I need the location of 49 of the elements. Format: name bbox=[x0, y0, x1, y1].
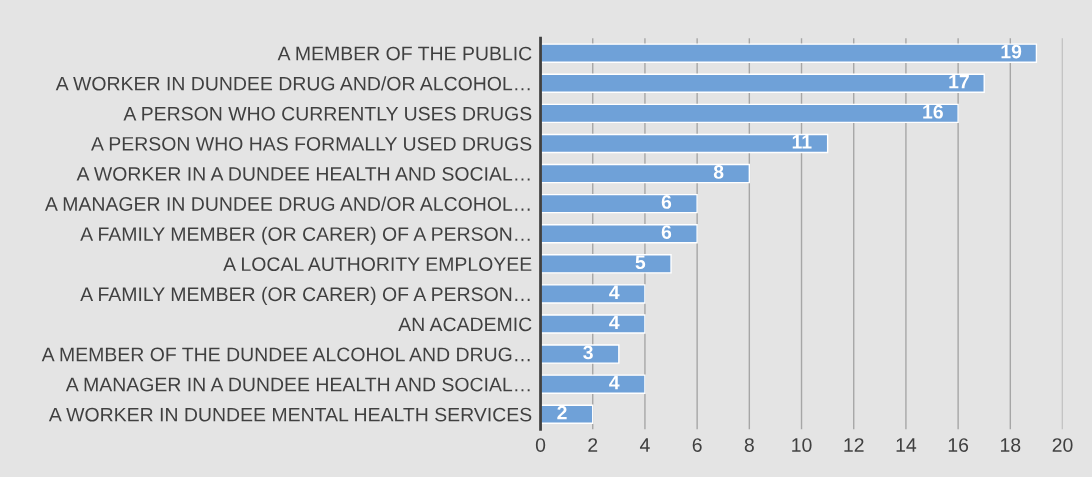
data-label: 4 bbox=[609, 315, 620, 330]
data-label: 16 bbox=[923, 104, 943, 119]
data-label: 17 bbox=[949, 74, 969, 89]
x-tick-label: 8 bbox=[744, 438, 754, 452]
y-tick-label: A PERSON WHO HAS FORMALLY USED DRUGS bbox=[91, 136, 532, 151]
data-label: 5 bbox=[635, 255, 646, 270]
data-label: 11 bbox=[792, 135, 812, 149]
bar bbox=[540, 224, 698, 244]
data-label: 4 bbox=[609, 375, 620, 390]
y-tick-label: A LOCAL AUTHORITY EMPLOYEE bbox=[223, 257, 532, 272]
data-label: 6 bbox=[661, 195, 672, 209]
y-tick-label: A WORKER IN DUNDEE MENTAL HEALTH SERVICES bbox=[48, 407, 532, 422]
bar bbox=[540, 374, 646, 394]
bar bbox=[540, 133, 829, 154]
bar bbox=[540, 344, 620, 364]
y-tick-label: A MANAGER IN A DUNDEE HEALTH AND SOCIAL… bbox=[65, 377, 530, 392]
y-tick-label: A WORKER IN A DUNDEE HEALTH AND SOCIAL… bbox=[76, 167, 530, 181]
y-tick-label: A WORKER IN DUNDEE DRUG AND/OR ALCOHOL… bbox=[55, 76, 530, 91]
bar bbox=[540, 103, 959, 124]
bar bbox=[540, 73, 985, 94]
x-tick-label: 16 bbox=[948, 438, 969, 452]
x-tick-label: 12 bbox=[844, 438, 864, 452]
y-tick-label: AN ACADEMIC bbox=[398, 317, 532, 332]
y-tick-label: A MEMBER OF THE DUNDEE ALCOHOL AND DRUG… bbox=[41, 347, 530, 362]
bar bbox=[540, 314, 646, 334]
y-tick-label: A FAMILY MEMBER (OR CARER) OF A PERSON… bbox=[80, 286, 530, 305]
bar bbox=[540, 254, 672, 274]
bar bbox=[540, 193, 698, 214]
x-tick-label: 6 bbox=[692, 438, 702, 452]
x-tick-label: 20 bbox=[1052, 438, 1073, 452]
data-label: 2 bbox=[557, 405, 567, 420]
data-label: 19 bbox=[1001, 44, 1022, 59]
data-label: 3 bbox=[583, 345, 593, 360]
x-tick-label: 4 bbox=[639, 438, 650, 452]
x-tick-label: 10 bbox=[792, 438, 812, 452]
bar bbox=[540, 163, 751, 184]
data-label: 8 bbox=[713, 165, 724, 179]
data-label: 6 bbox=[661, 225, 672, 239]
x-tick-label: 2 bbox=[588, 438, 598, 452]
data-label: 4 bbox=[609, 285, 620, 299]
x-tick-label: 0 bbox=[535, 438, 546, 452]
y-tick-label: A MEMBER OF THE PUBLIC bbox=[277, 46, 532, 61]
y-tick-label: A MANAGER IN DUNDEE DRUG AND/OR ALCOHOL… bbox=[44, 196, 530, 211]
x-tick-label: 14 bbox=[896, 438, 917, 452]
bar bbox=[540, 43, 1038, 63]
y-tick-label: A PERSON WHO CURRENTLY USES DRUGS bbox=[123, 106, 532, 121]
y-tick-label: A FAMILY MEMBER (OR CARER) OF A PERSON… bbox=[80, 226, 530, 245]
bar bbox=[540, 284, 646, 304]
x-tick-label: 18 bbox=[1000, 438, 1021, 452]
